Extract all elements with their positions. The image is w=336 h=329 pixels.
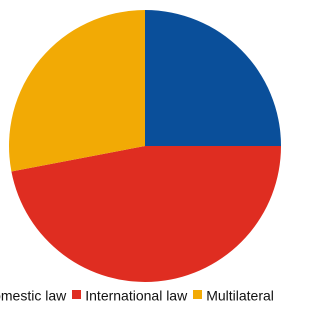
- legend-swatch: [72, 290, 82, 299]
- pie-slice-domestic-law: [145, 10, 281, 146]
- pie-slice-multilateral: [9, 10, 146, 172]
- pie-chart: [9, 10, 281, 282]
- legend-label: Multilateral: [206, 287, 274, 304]
- legend-item: Domestic law: [0, 282, 66, 306]
- legend-label: Domestic law: [0, 287, 67, 304]
- pie-slice-international-law: [11, 146, 281, 282]
- legend-swatch: [193, 290, 203, 299]
- legend-item: Multilateral: [193, 282, 274, 306]
- legend: Domestic law International law Multilatera…: [0, 282, 336, 306]
- legend-label: International law: [85, 287, 188, 304]
- legend-item: International law: [72, 282, 187, 306]
